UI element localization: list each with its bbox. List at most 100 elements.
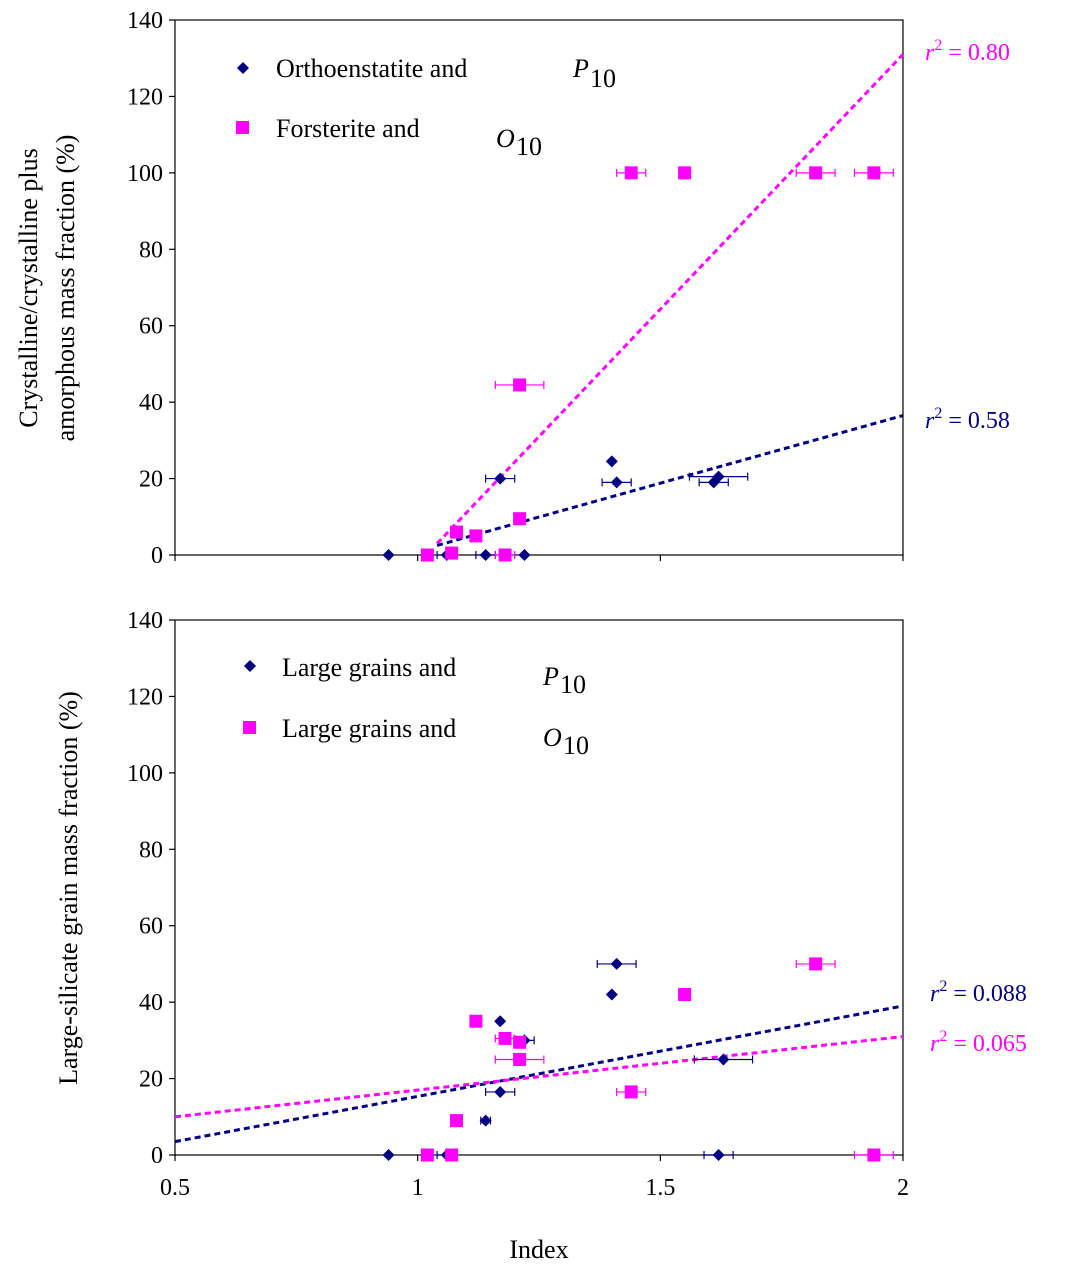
y-tick-label: 100 — [127, 761, 163, 787]
top-errorbars — [436, 168, 894, 559]
data-point-square — [513, 1035, 527, 1049]
bottom-trendlines — [174, 1004, 904, 1144]
data-point-diamond — [518, 549, 531, 561]
bottom-plot-area — [174, 619, 904, 1156]
top-x-axis — [174, 555, 904, 561]
top-legend: Orthoenstatite and P 10 Forsterite and O… — [236, 54, 616, 161]
r2-label-forsterite: r2 = 0.80 — [925, 37, 1010, 66]
top-markers — [382, 166, 881, 562]
legend-item-large-grains-p10: Large grains and P 10 — [244, 653, 586, 699]
data-point-square — [513, 512, 527, 526]
data-point-square — [624, 166, 638, 180]
y-tick-label: 20 — [139, 467, 163, 493]
legend-label-symbol: O — [543, 723, 562, 752]
data-point-square — [445, 546, 459, 560]
y-tick-label: 60 — [139, 314, 163, 340]
data-point-diamond — [605, 455, 618, 468]
data-point-square — [624, 1085, 638, 1099]
y-tick-label: 140 — [127, 8, 163, 34]
legend-item-large-grains-o10: Large grains and O 10 — [243, 714, 589, 760]
legend-label-subscript: 10 — [590, 64, 616, 93]
data-point-diamond — [712, 1149, 725, 1161]
bottom-chart: 0 20 40 60 80 100 120 140 0.5 1 1.5 2 Large-silica… — [54, 608, 1027, 1264]
data-point-diamond — [605, 988, 618, 1001]
legend-label-subscript: 10 — [516, 132, 542, 161]
y-tick-label: 100 — [127, 161, 163, 187]
bottom-y-axis: 0 20 40 60 80 100 120 140 — [127, 608, 175, 1169]
top-y-axis-title-line1: Crystalline/crystalline plus — [14, 148, 43, 427]
data-point-diamond — [479, 1114, 492, 1127]
data-point-square — [420, 548, 434, 562]
trendline — [174, 1035, 904, 1119]
trendline — [435, 53, 905, 545]
y-tick-label: 0 — [151, 543, 163, 569]
legend-label: Large grains and — [282, 653, 456, 682]
top-plot-area — [174, 19, 904, 556]
data-point-square — [513, 1052, 527, 1066]
data-point-square — [498, 1031, 512, 1045]
data-point-diamond — [717, 1053, 730, 1066]
data-point-square — [809, 166, 823, 180]
y-tick-label: 80 — [139, 237, 163, 263]
trendline — [174, 1004, 904, 1144]
data-point-square — [420, 1148, 434, 1162]
y-tick-label: 140 — [127, 608, 163, 634]
y-tick-label: 60 — [139, 914, 163, 940]
legend-label: Large grains and — [282, 714, 456, 743]
top-y-axis: 0 20 40 60 80 100 120 140 — [127, 8, 175, 569]
bottom-x-axis: 0.5 1 1.5 2 — [160, 1155, 909, 1201]
data-point-diamond — [382, 549, 395, 561]
bottom-y-axis-title: Large-silicate grain mass fraction (%) — [54, 691, 83, 1085]
data-point-diamond — [610, 957, 623, 970]
legend-label-symbol: O — [496, 124, 515, 153]
x-tick-label: 1 — [412, 1175, 424, 1201]
data-point-square — [449, 525, 463, 539]
legend-label-symbol: P — [542, 662, 559, 691]
r2-label-large-grains-o10: r2 = 0.065 — [930, 1028, 1027, 1057]
data-point-square — [678, 988, 692, 1001]
y-tick-label: 40 — [139, 990, 163, 1016]
data-point-diamond — [610, 476, 623, 489]
x-tick-label: 0.5 — [160, 1175, 190, 1201]
data-point-square — [449, 1114, 463, 1128]
x-tick-label: 1.5 — [645, 1175, 675, 1201]
bottom-errorbars — [436, 959, 894, 1159]
legend-item-orthoenstatite: Orthoenstatite and P 10 — [237, 54, 616, 93]
top-y-axis-title-line2: amorphous mass fraction (%) — [51, 135, 80, 442]
y-tick-label: 80 — [139, 837, 163, 863]
data-point-diamond — [494, 472, 507, 485]
data-point-square — [678, 166, 692, 180]
top-chart: 0 20 40 60 80 100 120 140 Crystalline/crystalli… — [14, 8, 1010, 569]
legend-label: Forsterite and — [276, 114, 420, 143]
legend-diamond-icon — [244, 660, 256, 672]
r2-label-large-grains-p10: r2 = 0.088 — [930, 978, 1027, 1007]
y-tick-label: 120 — [127, 84, 163, 110]
legend-label-subscript: 10 — [563, 731, 589, 760]
legend-label-subscript: 10 — [560, 670, 586, 699]
legend-label-symbol: P — [572, 54, 589, 83]
trendline — [436, 414, 904, 547]
data-point-square — [513, 378, 527, 392]
data-point-diamond — [479, 549, 492, 561]
data-point-square — [469, 529, 483, 543]
y-tick-label: 0 — [151, 1143, 163, 1169]
data-point-square — [498, 548, 512, 562]
bottom-markers — [382, 957, 881, 1162]
legend-square-icon — [236, 121, 249, 134]
data-point-square — [867, 1148, 881, 1162]
data-point-square — [445, 1148, 459, 1162]
legend-square-icon — [243, 721, 256, 734]
legend-item-forsterite: Forsterite and O 10 — [236, 114, 542, 161]
bottom-x-axis-title: Index — [509, 1235, 568, 1264]
data-point-diamond — [707, 476, 720, 489]
data-point-square — [867, 166, 881, 180]
x-tick-label: 2 — [897, 1175, 909, 1201]
r2-label-orthoenstatite: r2 = 0.58 — [925, 405, 1010, 434]
data-point-diamond — [382, 1149, 395, 1161]
legend-label: Orthoenstatite and — [276, 54, 467, 83]
y-tick-label: 120 — [127, 684, 163, 710]
y-tick-label: 20 — [139, 1067, 163, 1093]
data-point-square — [469, 1014, 483, 1028]
data-point-diamond — [494, 1085, 507, 1098]
